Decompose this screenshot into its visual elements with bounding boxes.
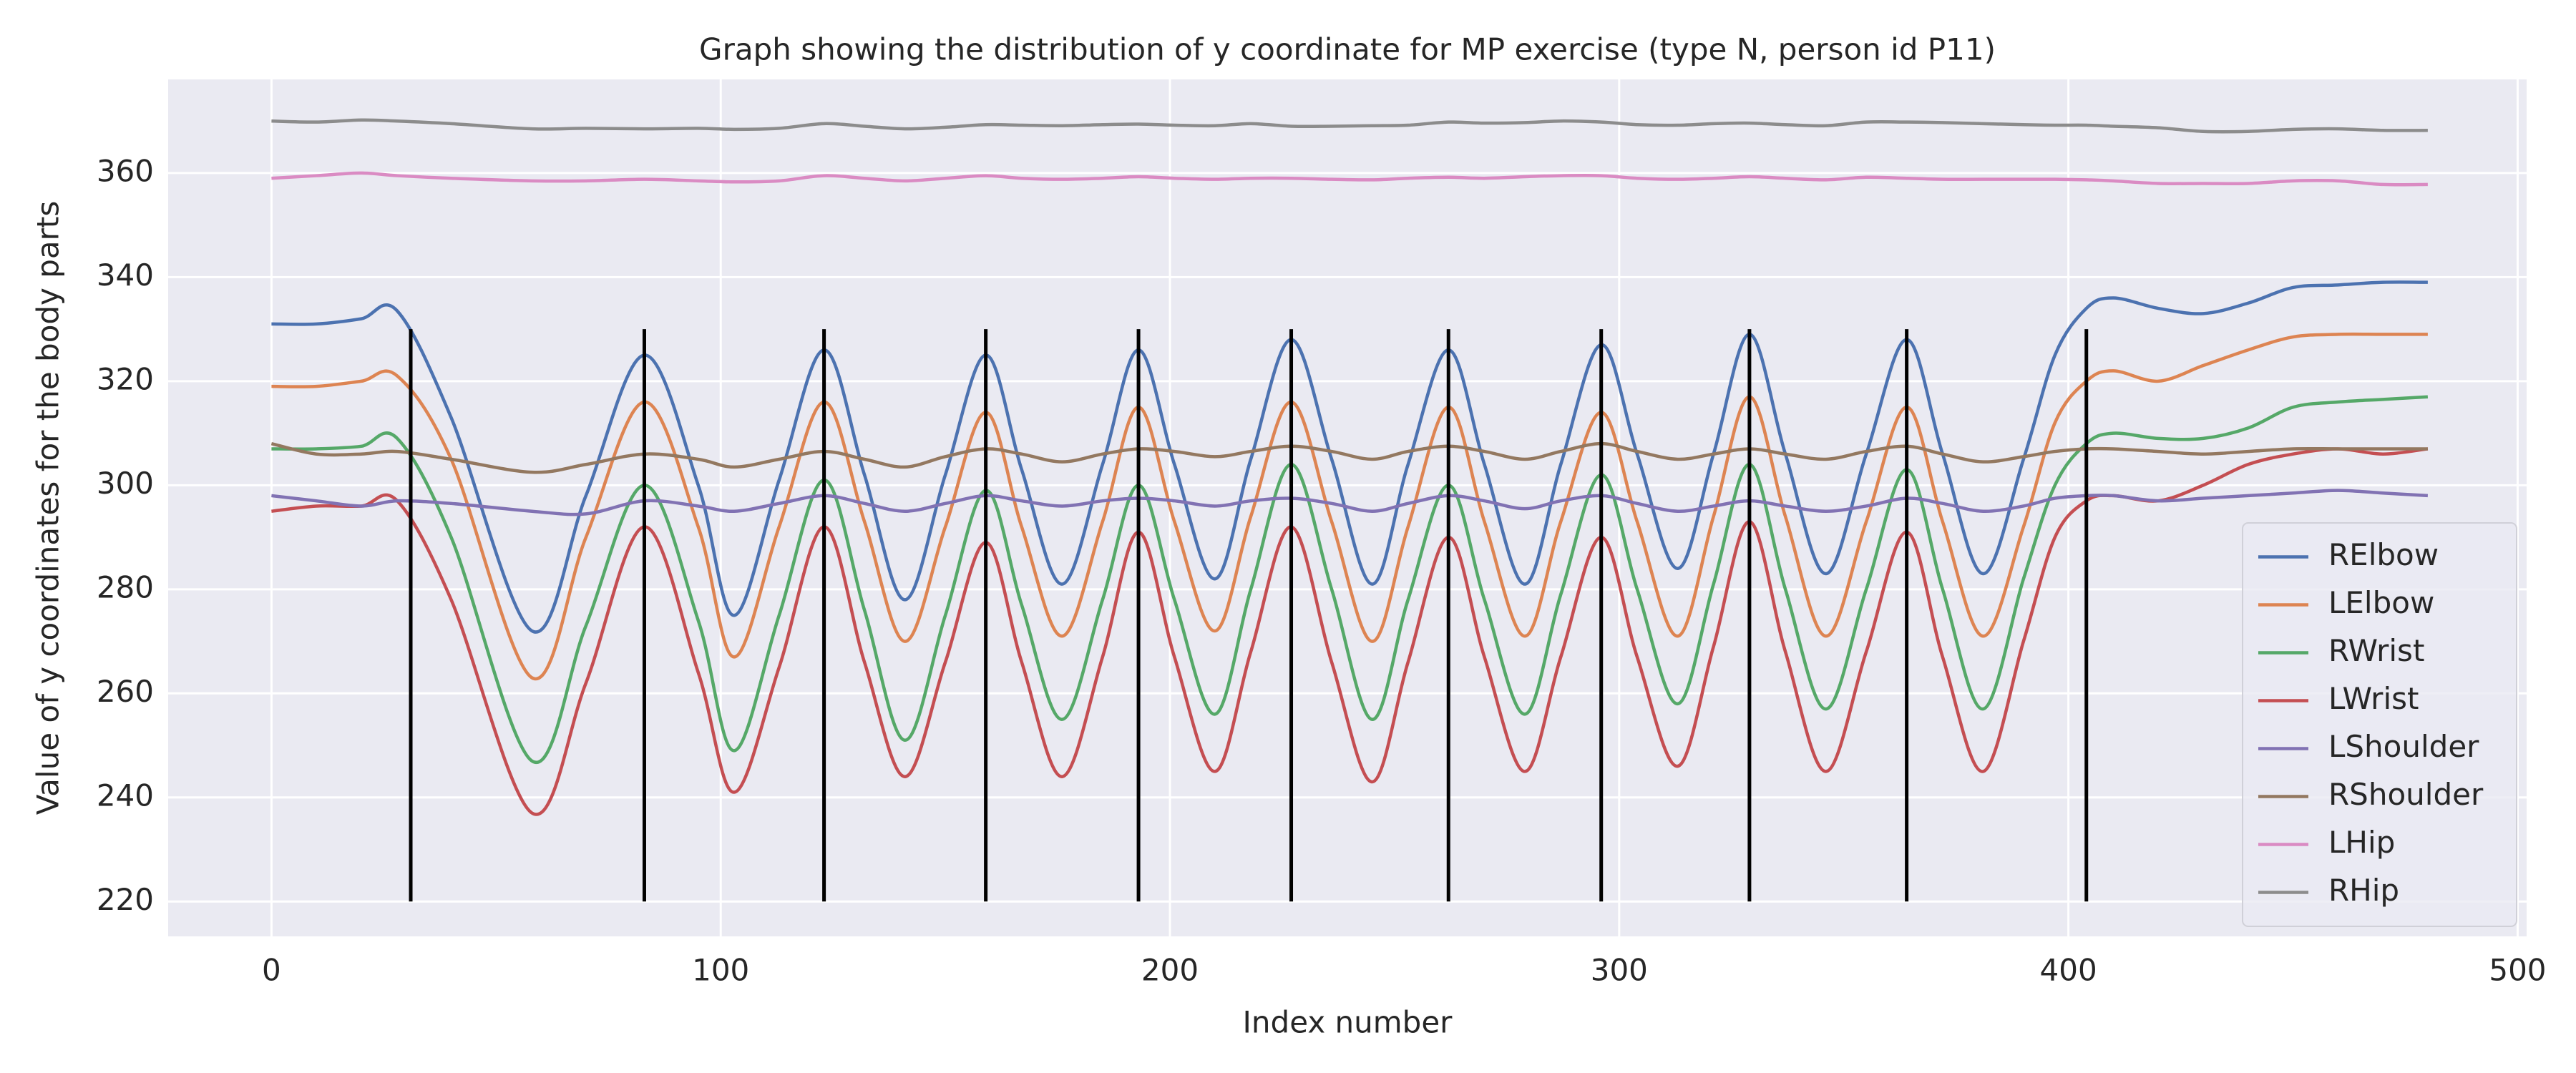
legend-label: RShoulder [2328, 777, 2484, 812]
legend-label: RWrist [2328, 633, 2424, 668]
x-axis-label: Index number [1243, 1005, 1453, 1040]
y-tick-label: 360 [97, 153, 154, 188]
legend-box [2242, 522, 2517, 927]
line-series [271, 280, 2428, 634]
line-series [271, 447, 2429, 816]
legend-label: LElbow [2328, 585, 2434, 620]
y-tick-label: 240 [97, 778, 154, 813]
y-axis-label: Value of y coordinates for the body part… [31, 201, 66, 815]
y-tick-label: 300 [97, 466, 154, 501]
y-tick-label: 280 [97, 569, 154, 604]
y-tick-label: 220 [97, 882, 154, 917]
y-tick-label: 320 [97, 361, 154, 396]
line-series [270, 441, 2428, 474]
line-series [271, 395, 2429, 765]
chart-title: Graph showing the distribution of y coor… [699, 32, 1996, 67]
legend-label: LWrist [2328, 681, 2419, 716]
line-series [271, 332, 2428, 681]
line-series [271, 489, 2429, 516]
x-tick-label: 400 [2040, 953, 2097, 988]
line-series [271, 171, 2428, 187]
legend-label: RElbow [2328, 537, 2439, 572]
legend-label: LHip [2328, 825, 2395, 860]
x-tick-label: 100 [692, 953, 749, 988]
line-series [271, 118, 2428, 134]
x-tick-label: 0 [262, 953, 281, 988]
legend-label: LShoulder [2328, 729, 2479, 764]
y-tick-label: 340 [97, 258, 154, 293]
x-tick-label: 200 [1141, 953, 1199, 988]
x-tick-label: 300 [1591, 953, 1648, 988]
y-tick-label: 260 [97, 674, 154, 709]
legend-label: RHip [2328, 873, 2399, 908]
x-tick-label: 500 [2489, 953, 2546, 988]
